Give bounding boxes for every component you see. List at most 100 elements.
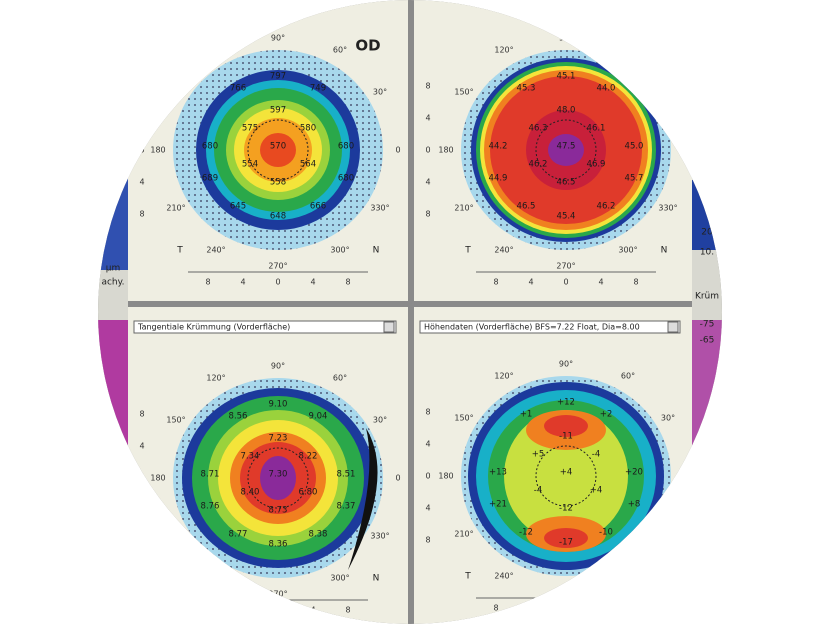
sidebar-text: 20	[701, 228, 713, 238]
eye-label: OD	[355, 37, 380, 55]
x-tick-label: 8	[345, 606, 350, 615]
angle-label: 300°	[618, 572, 637, 581]
map-value: 45.7	[625, 174, 644, 184]
map-zone	[544, 528, 588, 548]
angle-label: 120°	[494, 372, 513, 381]
x-tick-label: 8	[633, 278, 638, 287]
map-value: 580	[300, 124, 316, 134]
pupil-ring	[247, 447, 309, 509]
map-value: -17	[559, 538, 573, 548]
map-value: 45.0	[625, 142, 644, 152]
map-value: 570	[270, 142, 286, 152]
angle-label: 240°	[494, 246, 513, 255]
map-value: 8.76	[201, 502, 220, 512]
map-zone	[504, 410, 628, 542]
map-value: 7.23	[269, 434, 288, 444]
map-zone	[260, 133, 296, 167]
map-value: +4	[590, 486, 603, 496]
left-scale	[98, 320, 128, 450]
map-value: 44.0	[597, 84, 616, 94]
map-value: 46.2	[597, 202, 616, 212]
map-value: 648	[270, 212, 286, 222]
map-value: 564	[300, 160, 316, 170]
y-tick-label: 4	[425, 440, 430, 449]
map-value: -4	[592, 450, 600, 460]
map-value: 597	[270, 106, 286, 116]
map-value: +1	[520, 410, 533, 420]
map-value: 47.5	[557, 142, 576, 152]
angle-label: 30°	[373, 88, 387, 97]
angle-label: 90°	[559, 34, 573, 43]
x-tick-label: 4	[310, 278, 315, 287]
map-value: +13	[489, 468, 507, 478]
angle-label: 120°	[494, 46, 513, 55]
map-value: 8.37	[337, 502, 356, 512]
right-scale	[692, 180, 722, 250]
map-value: 7.34	[241, 452, 260, 462]
map-value: 45.3	[517, 84, 536, 94]
y-tick-label: 4	[425, 178, 430, 187]
x-tick-label: 8	[345, 278, 350, 287]
angle-label: 30°	[373, 416, 387, 425]
pupil-ring	[247, 119, 309, 181]
y-tick-label: 4	[139, 178, 144, 187]
map-value: 46.3	[529, 124, 548, 134]
angle-label: 210°	[454, 530, 473, 539]
map-value: 7.30	[269, 470, 288, 480]
map-value: 645	[230, 202, 246, 212]
angle-label: 270°	[268, 590, 287, 599]
map-value: -12	[559, 504, 573, 514]
side-label: N	[373, 574, 380, 584]
angle-label: 270°	[556, 262, 575, 271]
map-value: 8.71	[201, 470, 220, 480]
pupil-ring	[535, 119, 597, 181]
side-label: N	[661, 246, 668, 256]
map-value: +4	[560, 468, 573, 478]
y-tick-label: 4	[139, 506, 144, 515]
map-value: 8.40	[241, 488, 260, 498]
map-value: 8.73	[269, 506, 288, 516]
map-value: 8.22	[299, 452, 318, 462]
map-value: 797	[270, 72, 286, 82]
y-tick-label: 8	[139, 410, 144, 419]
x-tick-label: 4	[528, 604, 533, 613]
map-value: +5	[532, 450, 545, 460]
dropdown[interactable]	[419, 320, 681, 334]
x-tick-label: 0	[563, 604, 568, 613]
map-value: 45.4	[557, 212, 576, 222]
map-zone	[260, 456, 296, 500]
map-value: +20	[625, 468, 643, 478]
map-value: 9.04	[309, 412, 328, 422]
map-value: 554	[242, 160, 258, 170]
map-value: 9.10	[269, 400, 288, 410]
side-label: T	[176, 574, 183, 584]
y-tick-label: 4	[425, 504, 430, 513]
map-zone	[548, 134, 584, 166]
dropdown[interactable]	[133, 320, 397, 334]
angle-label: 180	[438, 146, 453, 155]
y-tick-label: 0	[425, 472, 430, 481]
angle-label: 90°	[271, 34, 285, 43]
map-shadow	[348, 428, 378, 570]
angle-label: 90°	[559, 360, 573, 369]
map-value: 8.56	[229, 412, 248, 422]
angle-label: 30°	[661, 88, 675, 97]
map-value: 749	[310, 84, 326, 94]
map-value: 666	[310, 202, 326, 212]
y-tick-label: 0	[139, 474, 144, 483]
map-value: 558	[270, 178, 286, 188]
side-label: N	[373, 246, 380, 256]
map-value: 44.9	[489, 174, 508, 184]
dropdown-arrow	[383, 321, 395, 333]
angle-label: 240°	[206, 574, 225, 583]
angle-label: 300°	[618, 246, 637, 255]
y-tick-label: 8	[139, 538, 144, 547]
map-value: -4	[534, 486, 542, 496]
angle-label: 300°	[330, 574, 349, 583]
right-sidebar	[692, 0, 722, 624]
map-value: +8	[628, 500, 641, 510]
map-value: 8.36	[269, 540, 288, 550]
map-value: 680	[338, 174, 354, 184]
map-value: 45.1	[557, 72, 576, 82]
